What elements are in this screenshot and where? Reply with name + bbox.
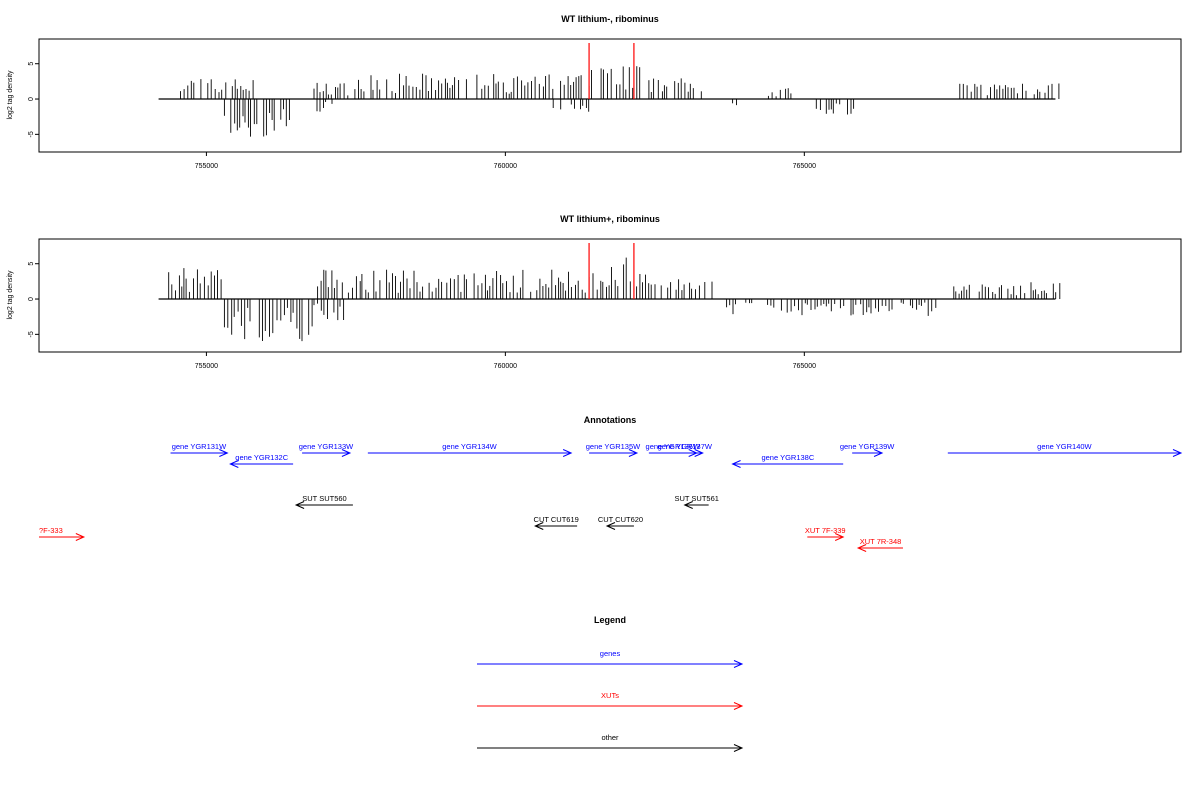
annotation-feature: CUT CUT620 xyxy=(598,515,643,530)
annotation-label: XUT 7R-348 xyxy=(860,537,902,546)
track1-ytick-label: -5 xyxy=(28,131,35,137)
track-lithium-minus: WT lithium-, ribominus log2 tag density … xyxy=(7,14,1181,170)
track2-ytick-label: -5 xyxy=(28,331,35,337)
annotation-feature: gene YGR133W xyxy=(299,442,354,457)
annotation-label: SUT SUT561 xyxy=(674,494,718,503)
annotation-label: SUT SUT560 xyxy=(302,494,346,503)
annotation-feature: gene YGR137W xyxy=(657,442,712,457)
track1-axes: -5 0 5 755000 760000 765000 xyxy=(28,62,816,170)
legend-label: other xyxy=(601,733,619,742)
legend-label: XUTs xyxy=(601,691,619,700)
track1-xtick-label: 765000 xyxy=(793,163,816,170)
track2-ylabel: log2 tag density xyxy=(7,270,14,320)
track-lithium-plus: WT lithium+, ribominus log2 tag density … xyxy=(7,214,1181,370)
annotation-feature: XUT 7R-348 xyxy=(858,537,903,552)
annotation-label: ?F-333 xyxy=(39,526,63,535)
figure: WT lithium-, ribominus log2 tag density … xyxy=(0,0,1200,800)
annotation-label: CUT CUT619 xyxy=(534,515,579,524)
annotation-label: gene YGR135W xyxy=(586,442,641,451)
legend-title: Legend xyxy=(594,615,626,625)
track2-bars xyxy=(159,243,1060,341)
track1-bars xyxy=(159,43,1059,137)
track1-xtick-label: 760000 xyxy=(494,163,517,170)
annotation-feature: gene YGR138C xyxy=(733,453,844,468)
annotation-label: XUT 7F-339 xyxy=(805,526,846,535)
annotation-feature: ?F-333 xyxy=(39,526,84,541)
track2-plot-frame xyxy=(39,239,1181,352)
track1-xtick-label: 755000 xyxy=(195,163,218,170)
annotation-label: CUT CUT620 xyxy=(598,515,643,524)
track2-xtick-label: 765000 xyxy=(793,363,816,370)
annotation-feature: gene YGR140W xyxy=(948,442,1181,457)
track2-xtick-label: 760000 xyxy=(494,363,517,370)
legend-item-other: other xyxy=(477,733,742,752)
annotation-label: gene YGR133W xyxy=(299,442,354,451)
annotation-feature: gene YGR134W xyxy=(368,442,571,457)
track2-ytick-label: 5 xyxy=(28,262,35,266)
legend-items: genes XUTs other xyxy=(477,649,742,752)
annotation-feature: SUT SUT561 xyxy=(674,494,718,509)
track1-ytick-label: 5 xyxy=(28,62,35,66)
annotation-label: gene YGR140W xyxy=(1037,442,1092,451)
annotation-feature: XUT 7F-339 xyxy=(805,526,846,541)
annotation-label: gene YGR134W xyxy=(442,442,497,451)
annotations-title: Annotations xyxy=(584,415,637,425)
track2-title: WT lithium+, ribominus xyxy=(560,214,660,224)
annotation-feature: gene YGR135W xyxy=(586,442,641,457)
legend-panel: Legend genes XUTs other xyxy=(477,615,742,752)
track2-ytick-label: 0 xyxy=(28,297,35,301)
annotation-feature: gene YGR131W xyxy=(171,442,228,457)
annotation-feature: gene YGR139W xyxy=(840,442,895,457)
annotation-label: gene YGR132C xyxy=(235,453,288,462)
track2-xtick-label: 755000 xyxy=(195,363,218,370)
legend-label: genes xyxy=(600,649,621,658)
track1-plot-frame xyxy=(39,39,1181,152)
annotation-features: gene YGR131W gene YGR132C gene YGR133W gene… xyxy=(39,442,1181,552)
annotation-label: gene YGR139W xyxy=(840,442,895,451)
legend-item-genes: genes xyxy=(477,649,742,668)
track1-title: WT lithium-, ribominus xyxy=(561,14,659,24)
annotation-feature: gene YGR132C xyxy=(230,453,293,468)
annotation-feature: SUT SUT560 xyxy=(296,494,353,509)
annotation-feature: CUT CUT619 xyxy=(534,515,579,530)
annotation-label: gene YGR138C xyxy=(761,453,814,462)
track2-axes: -5 0 5 755000 760000 765000 xyxy=(28,262,816,370)
track1-ylabel: log2 tag density xyxy=(7,70,14,120)
track1-ytick-label: 0 xyxy=(28,97,35,101)
annotation-label: gene YGR137W xyxy=(657,442,712,451)
annotation-label: gene YGR131W xyxy=(172,442,227,451)
legend-item-xuts: XUTs xyxy=(477,691,742,710)
